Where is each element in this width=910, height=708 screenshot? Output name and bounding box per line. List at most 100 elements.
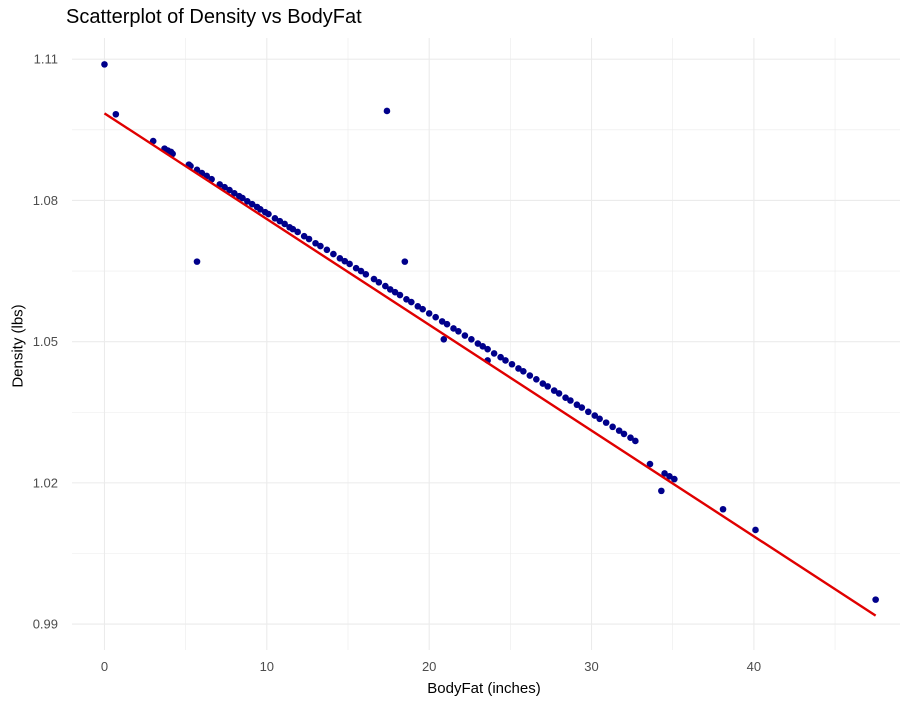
data-point xyxy=(401,258,409,265)
data-point xyxy=(646,460,654,468)
data-point xyxy=(383,107,391,115)
data-point xyxy=(382,282,389,290)
y-tick-label: 1.11 xyxy=(34,52,58,67)
data-point xyxy=(627,434,634,441)
data-point xyxy=(300,232,308,240)
data-point xyxy=(276,217,284,225)
data-point xyxy=(602,419,610,426)
data-point xyxy=(497,353,504,361)
data-point xyxy=(584,408,592,416)
data-point xyxy=(221,183,228,191)
data-point xyxy=(461,332,469,339)
data-point xyxy=(265,210,272,218)
data-point xyxy=(370,275,378,283)
data-point xyxy=(468,335,475,343)
data-point xyxy=(555,390,563,397)
data-point xyxy=(391,288,399,296)
data-point xyxy=(440,335,448,343)
data-point xyxy=(573,401,581,409)
data-point xyxy=(450,325,457,332)
data-point xyxy=(323,246,331,254)
data-point xyxy=(520,368,527,375)
data-point xyxy=(414,303,422,310)
data-point xyxy=(419,305,426,313)
x-tick-label: 0 xyxy=(101,659,108,674)
data-point xyxy=(346,260,353,268)
fit-line xyxy=(103,112,877,617)
x-axis-title: BodyFat (inches) xyxy=(427,680,541,697)
y-tick-label: 1.05 xyxy=(33,334,58,349)
data-point xyxy=(562,394,569,401)
data-point xyxy=(539,380,547,387)
data-point xyxy=(502,357,509,364)
data-point xyxy=(294,228,301,236)
data-point xyxy=(341,257,349,265)
data-point xyxy=(425,310,433,317)
data-point xyxy=(312,239,319,247)
data-point xyxy=(515,365,522,372)
data-point xyxy=(533,376,540,383)
data-point xyxy=(112,110,120,118)
data-point xyxy=(375,279,383,286)
data-point xyxy=(317,242,324,250)
data-point xyxy=(872,596,879,603)
data-point xyxy=(550,387,558,394)
x-tick-label: 40 xyxy=(747,659,761,674)
data-points xyxy=(101,61,879,603)
data-point xyxy=(455,327,462,335)
data-point xyxy=(248,200,256,208)
data-point xyxy=(396,291,404,299)
data-point xyxy=(305,235,313,243)
data-point xyxy=(226,186,233,194)
data-point xyxy=(615,427,623,434)
data-point xyxy=(362,271,370,278)
data-point xyxy=(438,318,446,325)
data-point xyxy=(671,475,678,483)
data-point xyxy=(408,298,415,306)
grid-layer xyxy=(72,38,900,650)
data-point xyxy=(244,198,251,205)
data-point xyxy=(336,255,344,262)
data-point xyxy=(352,264,360,272)
data-point xyxy=(508,360,516,368)
data-point xyxy=(289,225,297,233)
data-point xyxy=(567,397,574,404)
data-point xyxy=(357,267,365,275)
data-point xyxy=(479,343,487,350)
x-tick-label: 10 xyxy=(260,659,274,674)
chart-title: Scatterplot of Density vs BodyFat xyxy=(66,6,362,28)
data-point xyxy=(257,206,264,213)
data-point xyxy=(432,313,439,321)
y-tick-label: 0.99 xyxy=(33,617,58,632)
data-point xyxy=(490,350,498,357)
data-point xyxy=(591,412,599,419)
data-point xyxy=(632,437,639,445)
data-point xyxy=(231,190,238,197)
data-point xyxy=(544,383,551,390)
data-point xyxy=(609,423,616,431)
data-point xyxy=(752,526,759,534)
data-point xyxy=(658,487,665,495)
data-point xyxy=(403,295,410,303)
data-point xyxy=(474,340,482,347)
data-point xyxy=(719,505,727,513)
data-point xyxy=(484,345,491,353)
data-point xyxy=(578,404,586,411)
x-tick-label: 30 xyxy=(584,659,598,674)
y-tick-label: 1.02 xyxy=(33,475,58,490)
data-point xyxy=(386,286,394,293)
data-point xyxy=(193,258,201,265)
data-point xyxy=(526,372,534,379)
y-tick-label: 1.08 xyxy=(33,193,58,208)
data-point xyxy=(443,320,451,328)
data-point xyxy=(620,430,628,438)
data-point xyxy=(101,61,108,68)
data-point xyxy=(596,415,603,423)
data-point xyxy=(271,215,279,222)
data-point xyxy=(330,250,337,258)
data-point xyxy=(281,220,288,228)
tick-labels: 0 10 20 30 40 0.99 1.02 1.05 1.08 1.11 xyxy=(33,52,761,674)
data-point xyxy=(666,472,673,480)
data-point xyxy=(661,470,668,477)
